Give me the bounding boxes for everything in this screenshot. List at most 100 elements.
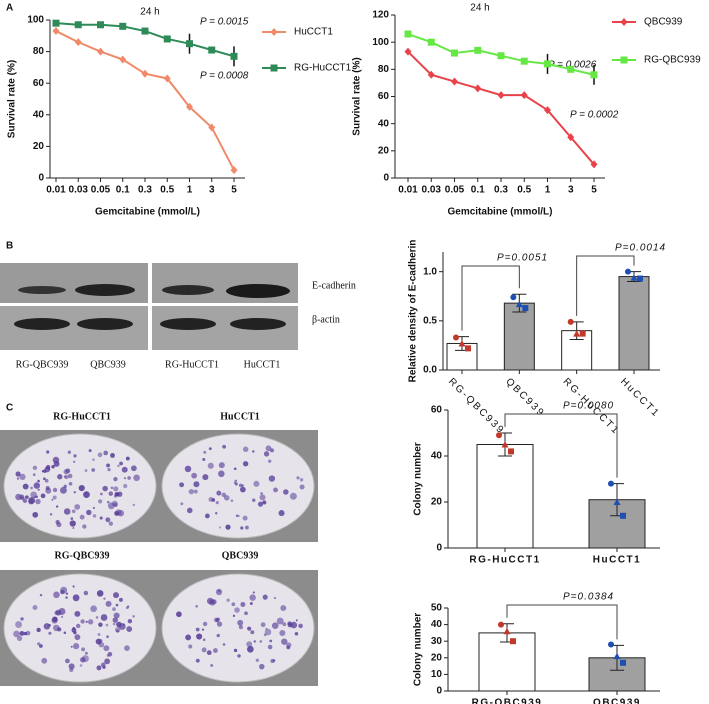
colony-spot [237, 654, 241, 658]
colony-spot [279, 629, 286, 637]
colony-spot [253, 480, 260, 487]
marker [230, 52, 238, 60]
y-tick-label: 0.5 [423, 315, 437, 326]
colony-spot [233, 648, 238, 653]
y-tick-label: 20 [378, 145, 390, 156]
x-tick-label: QBC939 [503, 376, 546, 419]
colony-spot [282, 622, 287, 627]
colony-spot [103, 645, 110, 652]
colony-spot [118, 597, 123, 602]
colony-spot [30, 486, 33, 490]
y-tick-label: 20 [431, 497, 443, 508]
annotation: P=0.0014 [615, 243, 666, 254]
colony-spot [242, 515, 248, 521]
bar [618, 276, 650, 371]
colony-spot [219, 526, 222, 529]
colony-spot [79, 514, 85, 520]
colony-spot [112, 617, 119, 623]
colony-spot [299, 478, 304, 482]
x-tick-label: 0.01 [46, 185, 66, 196]
point [510, 638, 516, 645]
point [501, 441, 509, 448]
colony-spot [32, 473, 36, 477]
x-tick-label: 5 [231, 185, 237, 196]
marker [567, 133, 575, 142]
colony-spot [255, 658, 260, 662]
colony-spot [249, 602, 253, 605]
colony-spot [106, 500, 110, 504]
marker [404, 30, 412, 38]
y-tick-label: 1.0 [423, 266, 437, 277]
colony-spot [92, 506, 95, 510]
colony-spot [110, 453, 115, 458]
colony-spot [40, 493, 46, 499]
point [608, 641, 614, 648]
marker [474, 84, 482, 93]
plate-label: HuCCT1 [220, 411, 259, 422]
colony-spot [278, 510, 285, 517]
y-axis-label: Colony number [413, 442, 424, 515]
colony-spot [32, 511, 39, 518]
marker [427, 70, 435, 79]
colony-spot [127, 619, 133, 624]
colony-spot [41, 470, 45, 473]
x-axis-label: Gemcitabine (mmol/L) [447, 207, 552, 218]
colony-spot [196, 633, 203, 640]
point [515, 300, 523, 308]
x-tick-label: RG-QBC939 [472, 698, 543, 704]
marker [74, 21, 82, 29]
y-tick-label: 80 [33, 46, 45, 57]
y-tick-label: 0.0 [423, 365, 437, 376]
y-tick-label: 30 [431, 636, 443, 647]
colony-spot [15, 493, 22, 501]
legend-marker [620, 18, 628, 26]
colony-spot [72, 526, 75, 530]
colony-spot [105, 623, 109, 627]
panel-label: A [6, 3, 13, 14]
colony-spot [111, 500, 118, 507]
marker [119, 55, 127, 64]
colony-spot [88, 449, 92, 453]
colony-spot [15, 621, 22, 628]
colony-spot [188, 488, 195, 495]
y-tick-label: 80 [378, 64, 390, 75]
colony-spot [238, 483, 243, 488]
legend-label: RG-HuCCT1 [294, 63, 352, 74]
colony-spot [84, 651, 88, 655]
colony-spot [95, 638, 102, 645]
colony-spot [185, 634, 192, 641]
marker [141, 69, 149, 78]
colony-spot [247, 645, 254, 653]
colony-spot [259, 494, 266, 501]
colony-spot [96, 665, 102, 671]
colony-spot [81, 647, 86, 652]
colony-spot [74, 634, 81, 641]
blot-lane-label: HuCCT1 [244, 359, 281, 370]
marker [590, 160, 598, 169]
blot-band-label: β-actin [312, 314, 340, 325]
colony-spot [273, 487, 279, 493]
colony-spot [81, 655, 89, 663]
colony-spot [242, 446, 249, 453]
colony-spot [272, 659, 276, 662]
point [510, 294, 517, 301]
colony-spot [208, 447, 212, 451]
colony-spot [42, 477, 46, 481]
colony-spot [218, 462, 225, 469]
colony-spot [231, 602, 236, 607]
colony-spot [247, 626, 252, 631]
colony-spot [204, 513, 210, 519]
legend-marker [620, 56, 628, 64]
colony-spot [191, 472, 198, 479]
colony-spot [176, 611, 182, 618]
colony-spot [202, 638, 206, 642]
colony-spot [52, 616, 58, 623]
colony-spot [55, 519, 60, 525]
colony-spot [20, 617, 24, 621]
colony-spot [52, 487, 58, 493]
colony-spot [57, 474, 63, 480]
p-bracket [504, 413, 618, 478]
marker [520, 57, 528, 65]
colony-spot [253, 640, 257, 643]
marker [97, 47, 104, 56]
